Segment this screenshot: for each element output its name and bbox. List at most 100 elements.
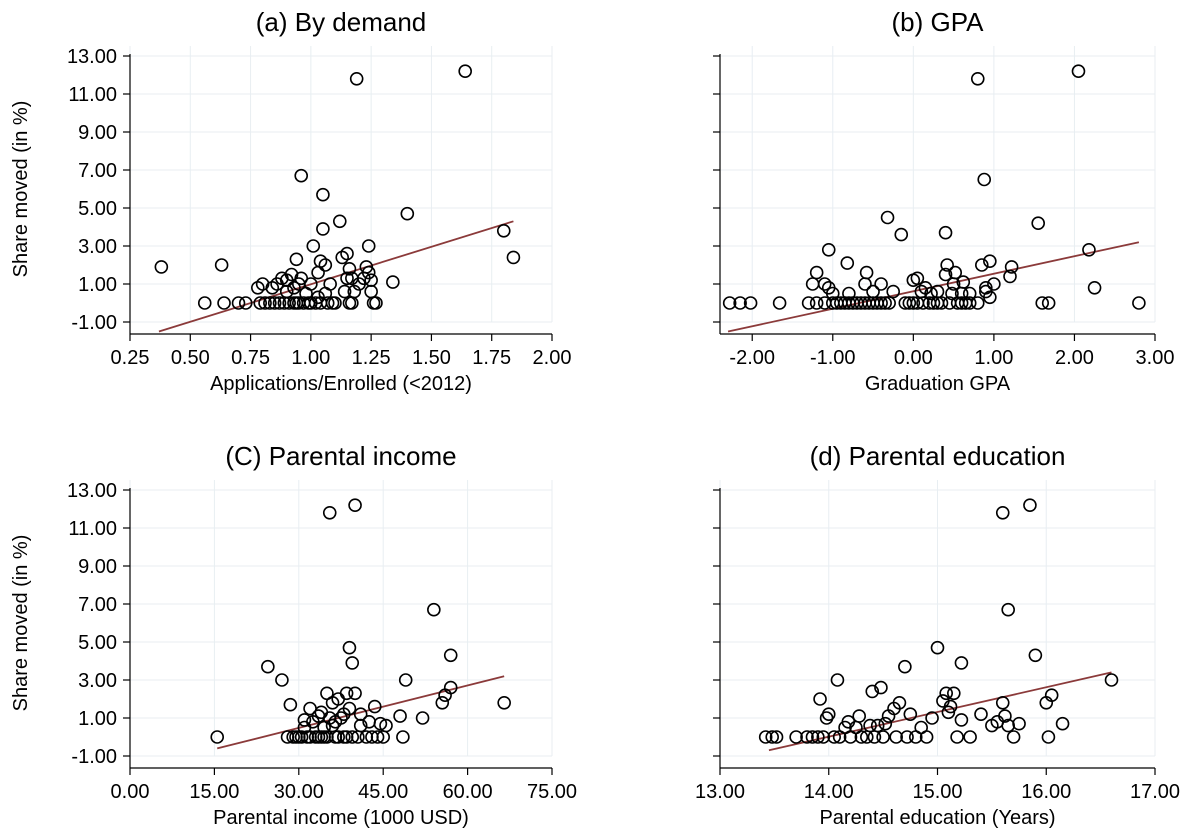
x-tick-label: 2.00 bbox=[1055, 347, 1094, 369]
data-point bbox=[342, 701, 357, 716]
data-point bbox=[805, 730, 820, 744]
data-point bbox=[947, 686, 961, 701]
data-point bbox=[934, 296, 949, 310]
data-point bbox=[334, 711, 348, 725]
data-point bbox=[369, 296, 383, 310]
data-point bbox=[987, 277, 1001, 291]
data-point bbox=[263, 296, 277, 310]
y-tick-label: 9.00 bbox=[78, 556, 117, 578]
data-point bbox=[361, 265, 376, 280]
fit-line bbox=[768, 671, 1112, 752]
data-point bbox=[217, 296, 231, 310]
x-tick-label: 75.00 bbox=[527, 781, 577, 803]
data-point bbox=[995, 505, 1010, 520]
data-point bbox=[906, 296, 921, 310]
data-point bbox=[400, 206, 415, 221]
data-point bbox=[398, 673, 413, 687]
data-point bbox=[379, 718, 393, 733]
data-point bbox=[772, 296, 787, 310]
data-point bbox=[347, 284, 362, 299]
data-point bbox=[938, 225, 953, 240]
data-point bbox=[396, 730, 410, 744]
data-point bbox=[261, 659, 275, 674]
data-point bbox=[238, 296, 253, 310]
data-point bbox=[253, 296, 268, 310]
data-point bbox=[817, 277, 832, 291]
panel-title: (C) Parental income bbox=[225, 441, 456, 471]
y-tick-label: 7.00 bbox=[78, 594, 117, 616]
data-point bbox=[322, 505, 337, 520]
data-point bbox=[1104, 673, 1119, 687]
y-tick-label: 1.00 bbox=[78, 274, 117, 296]
y-tick-label: 5.00 bbox=[78, 198, 117, 220]
y-tick-label: 11.00 bbox=[68, 518, 117, 540]
data-point bbox=[349, 72, 364, 86]
data-point bbox=[859, 265, 874, 280]
data-point bbox=[1003, 269, 1017, 284]
x-tick-label: 60.00 bbox=[443, 781, 493, 803]
data-point bbox=[289, 252, 304, 267]
data-point bbox=[1006, 730, 1021, 744]
y-tick-label: 5.00 bbox=[78, 632, 117, 654]
x-axis-label: Graduation GPA bbox=[865, 373, 1011, 395]
data-point bbox=[765, 730, 780, 744]
data-point bbox=[811, 730, 825, 744]
data-point bbox=[900, 730, 914, 744]
data-point bbox=[283, 697, 298, 712]
data-point bbox=[154, 260, 169, 274]
data-point bbox=[367, 699, 382, 714]
data-point bbox=[497, 695, 511, 710]
panel-4: 13.00 14.00 15.00 16.00 17.00 (d) Parental ed… bbox=[695, 441, 1180, 828]
data-point bbox=[950, 730, 964, 744]
data-point bbox=[963, 730, 977, 744]
x-tick-label: 1.75 bbox=[472, 347, 511, 369]
y-tick-label: 13.00 bbox=[67, 46, 117, 68]
data-point bbox=[275, 673, 289, 687]
x-axis-label: Parental income (1000 USD) bbox=[213, 807, 469, 828]
data-point bbox=[866, 284, 880, 299]
data-point bbox=[373, 716, 388, 731]
data-point bbox=[852, 709, 867, 723]
data-point bbox=[443, 680, 458, 695]
data-point bbox=[1012, 716, 1026, 731]
x-tick-label: 14.00 bbox=[804, 781, 854, 803]
x-tick-label: 1.00 bbox=[291, 347, 330, 369]
data-point bbox=[348, 686, 362, 701]
data-point bbox=[443, 648, 458, 663]
data-point bbox=[323, 277, 337, 291]
data-point bbox=[962, 296, 977, 310]
data-point bbox=[331, 730, 345, 744]
y-axis-label: Share moved (in %) bbox=[10, 101, 32, 278]
data-point bbox=[1028, 648, 1043, 663]
fit-line bbox=[158, 220, 514, 333]
data-point bbox=[954, 656, 969, 670]
data-point bbox=[282, 296, 296, 310]
panel-title: (d) Parental education bbox=[810, 441, 1066, 471]
x-tick-label: -1.00 bbox=[810, 347, 856, 369]
panel-title: (b) GPA bbox=[892, 7, 985, 37]
x-axis-label: Parental education (Years) bbox=[819, 807, 1055, 828]
data-point bbox=[983, 290, 997, 305]
data-point bbox=[318, 258, 333, 272]
data-point bbox=[1001, 602, 1015, 617]
data-point bbox=[939, 686, 954, 701]
data-point bbox=[353, 718, 368, 733]
data-point bbox=[870, 718, 885, 733]
data-point bbox=[393, 709, 407, 723]
data-point bbox=[827, 730, 841, 744]
data-point bbox=[340, 246, 354, 261]
data-point bbox=[197, 296, 212, 310]
data-point bbox=[348, 498, 362, 513]
y-tick-label: -1.00 bbox=[71, 312, 117, 334]
data-point bbox=[813, 692, 827, 706]
data-point bbox=[865, 684, 880, 699]
data-point bbox=[809, 265, 824, 280]
x-axis-label: Applications/Enrolled (<2012) bbox=[210, 373, 472, 395]
data-point bbox=[297, 713, 312, 727]
data-point bbox=[954, 713, 969, 727]
x-tick-label: 13.00 bbox=[695, 781, 745, 803]
data-point bbox=[1023, 498, 1037, 513]
data-point bbox=[876, 730, 890, 744]
x-tick-label: 45.00 bbox=[358, 781, 408, 803]
data-point bbox=[902, 296, 917, 310]
